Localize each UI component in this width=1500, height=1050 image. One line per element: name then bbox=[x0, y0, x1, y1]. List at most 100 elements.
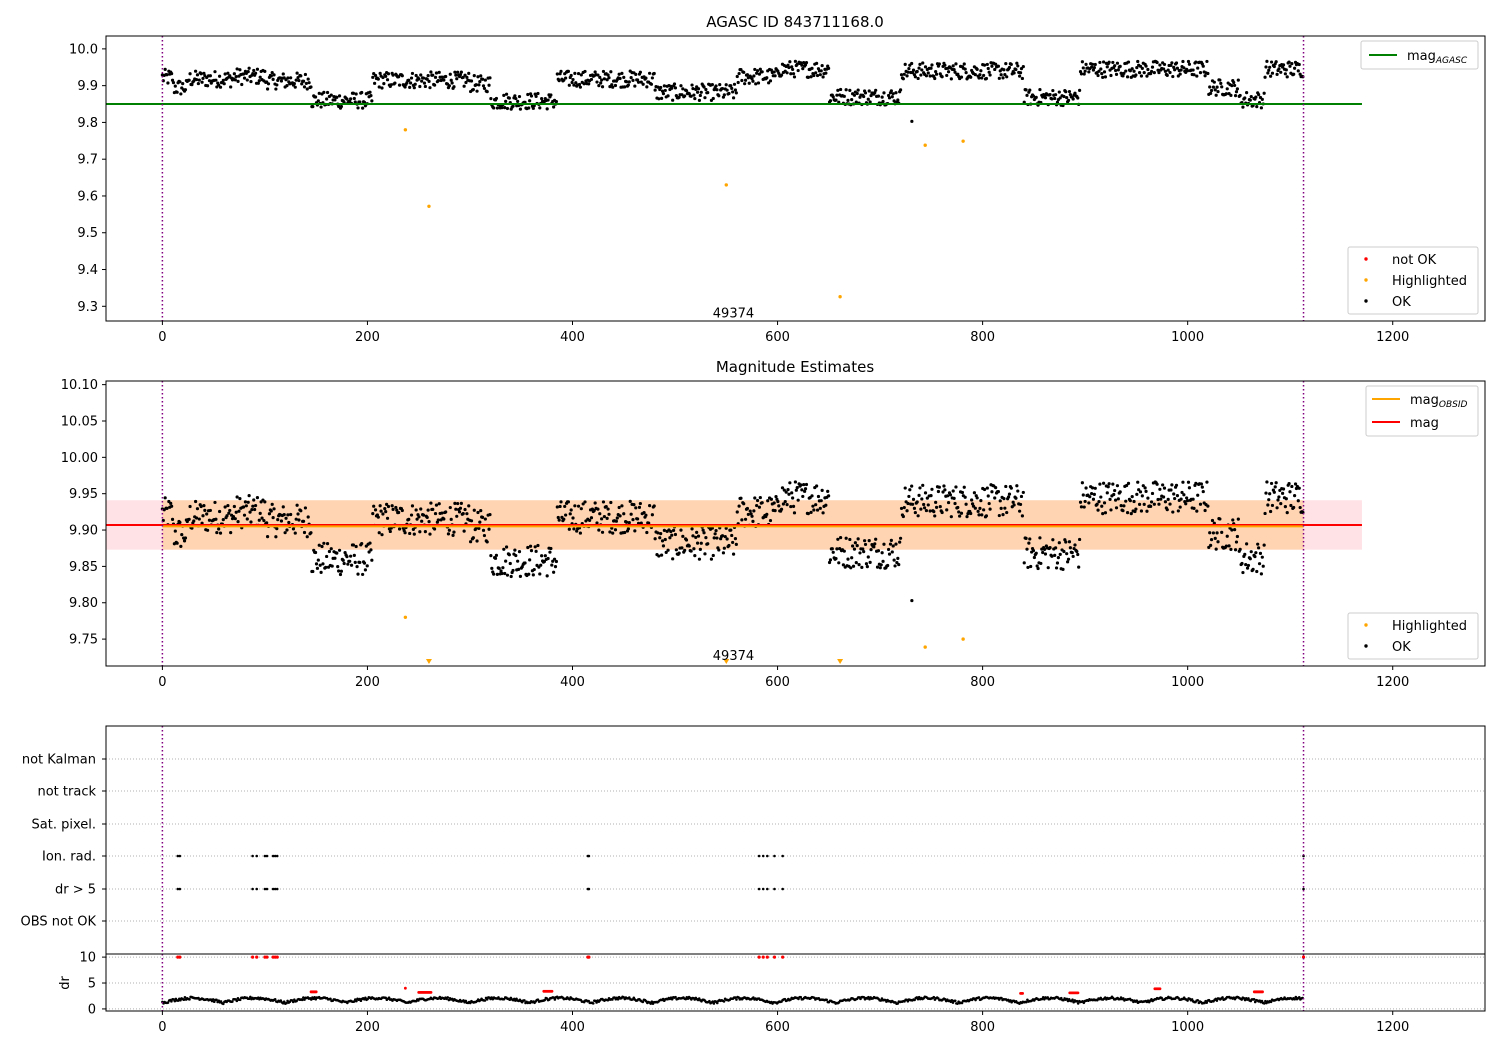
ok-point bbox=[1058, 552, 1062, 556]
ok-point bbox=[483, 517, 487, 521]
dr-point bbox=[670, 997, 674, 1001]
ok-point bbox=[908, 488, 912, 492]
dr-point bbox=[913, 998, 916, 1002]
ok-point bbox=[653, 88, 657, 92]
ok-point bbox=[516, 567, 521, 571]
ok-point bbox=[444, 74, 448, 79]
ok-point bbox=[769, 68, 774, 72]
ok-point bbox=[1265, 59, 1269, 63]
ok-point bbox=[1288, 64, 1292, 68]
ok-point bbox=[1115, 61, 1120, 65]
ok-point bbox=[1270, 71, 1275, 75]
ok-point bbox=[433, 511, 438, 516]
ok-point bbox=[599, 81, 603, 85]
ok-point bbox=[1012, 503, 1016, 507]
ok-point bbox=[899, 506, 904, 511]
dr-point bbox=[485, 998, 489, 1001]
ok-point bbox=[478, 80, 482, 84]
ok-point bbox=[1051, 88, 1055, 93]
ok-point bbox=[713, 532, 717, 536]
ok-point bbox=[669, 529, 673, 534]
ok-point bbox=[1251, 567, 1255, 571]
ok-point bbox=[740, 78, 744, 83]
ok-point bbox=[505, 573, 510, 577]
ok-point bbox=[572, 527, 576, 531]
ok-point bbox=[449, 517, 453, 521]
ok-point bbox=[819, 499, 823, 503]
ok-point bbox=[1173, 68, 1177, 72]
ok-point bbox=[818, 73, 822, 77]
ok-point bbox=[576, 504, 581, 508]
ok-point bbox=[970, 498, 974, 502]
ok-point bbox=[1169, 63, 1173, 68]
ok-point bbox=[472, 508, 476, 512]
ok-point bbox=[551, 559, 555, 563]
ok-point bbox=[1168, 502, 1172, 506]
ok-point bbox=[1009, 62, 1013, 67]
ok-point bbox=[1253, 554, 1257, 559]
ok-point bbox=[987, 501, 991, 506]
ok-point bbox=[1084, 62, 1088, 66]
ok-point bbox=[1297, 62, 1301, 67]
ok-point bbox=[295, 503, 299, 507]
ok-point bbox=[827, 66, 831, 70]
ok-point bbox=[558, 504, 562, 509]
ok-point bbox=[1090, 65, 1094, 69]
ok-point bbox=[1248, 98, 1252, 102]
flag-point bbox=[275, 887, 279, 891]
ok-point bbox=[1092, 492, 1096, 496]
ok-point bbox=[409, 513, 414, 517]
ok-point bbox=[1245, 91, 1249, 95]
ok-point bbox=[582, 82, 586, 86]
ok-point bbox=[458, 73, 463, 77]
ok-point bbox=[1210, 518, 1215, 523]
ok-point bbox=[449, 78, 453, 82]
ok-point bbox=[1090, 486, 1095, 490]
ok-point bbox=[1258, 551, 1263, 555]
dr-point bbox=[712, 1002, 716, 1005]
ok-point bbox=[337, 94, 342, 98]
ok-point bbox=[386, 504, 391, 509]
ok-point bbox=[982, 73, 986, 78]
dr-point bbox=[1252, 998, 1256, 1001]
ok-point bbox=[670, 86, 674, 90]
ok-point bbox=[886, 547, 891, 552]
ok-point bbox=[1149, 69, 1154, 74]
ok-point bbox=[709, 557, 714, 561]
ok-point bbox=[393, 81, 397, 85]
ok-point bbox=[536, 543, 540, 548]
ok-point bbox=[959, 75, 964, 79]
ok-point bbox=[868, 100, 872, 104]
ok-point bbox=[633, 84, 637, 88]
ok-point bbox=[1224, 92, 1228, 96]
ok-point bbox=[958, 514, 962, 518]
ok-point bbox=[932, 510, 936, 514]
ok-point bbox=[880, 551, 884, 555]
ok-point bbox=[907, 494, 911, 499]
ok-point bbox=[440, 75, 444, 79]
ok-point bbox=[863, 539, 867, 543]
ok-point bbox=[492, 106, 496, 110]
ok-point bbox=[730, 533, 734, 538]
y-tick-label-1-2: 9.85 bbox=[69, 560, 98, 575]
flag-point bbox=[273, 854, 277, 858]
ok-point bbox=[169, 501, 173, 505]
ok-point bbox=[622, 512, 626, 516]
ok-point bbox=[206, 528, 210, 532]
dr-not-ok-point bbox=[178, 955, 182, 959]
ok-point bbox=[517, 94, 522, 99]
x-tick-label-0-3: 600 bbox=[765, 330, 790, 345]
ok-point bbox=[755, 498, 760, 503]
ok-point bbox=[902, 505, 906, 510]
ok-point bbox=[1166, 497, 1170, 501]
ok-point bbox=[598, 75, 602, 79]
ok-point bbox=[681, 534, 685, 538]
ok-point bbox=[690, 527, 694, 531]
ok-point bbox=[419, 73, 423, 77]
ok-point bbox=[858, 551, 862, 555]
ok-point bbox=[505, 106, 510, 111]
ok-point bbox=[1005, 510, 1009, 515]
ok-point bbox=[232, 72, 236, 76]
ok-point bbox=[542, 559, 547, 564]
ok-point bbox=[1139, 509, 1144, 513]
